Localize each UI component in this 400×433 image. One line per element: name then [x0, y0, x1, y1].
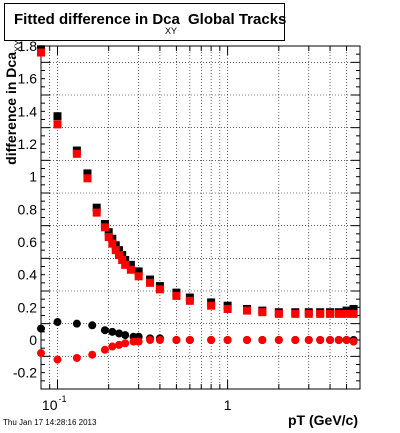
black-circle-point	[100, 326, 109, 335]
red-circle-point	[108, 342, 117, 351]
x-tick-label-exponent: -1	[58, 394, 66, 404]
red-circle-point	[349, 337, 358, 346]
red-square-point	[304, 309, 313, 318]
y-tick-label: -0.2	[13, 365, 37, 381]
red-square-point	[155, 285, 164, 294]
red-circle-point	[223, 336, 232, 344]
x-tick-label: 10	[42, 397, 58, 413]
red-circle-point	[121, 339, 130, 348]
black-circle-point	[37, 324, 45, 333]
red-square-point	[172, 291, 181, 300]
y-tick-label: 1.8	[18, 38, 38, 54]
black-circle-point	[115, 329, 124, 338]
red-square-point	[100, 223, 109, 232]
red-circle-point	[291, 336, 300, 344]
y-tick-label: 0.8	[18, 201, 38, 217]
red-circle-point	[304, 336, 313, 344]
red-square-point	[134, 272, 143, 281]
y-tick-label: 0.4	[18, 267, 38, 283]
y-axis-label: difference in Dca	[3, 52, 19, 165]
black-circle-point	[88, 321, 97, 330]
red-square-point	[111, 246, 120, 255]
red-circle-point	[88, 350, 97, 359]
red-square-point	[126, 265, 135, 274]
red-square-point	[37, 48, 45, 57]
black-square-point	[134, 267, 143, 276]
red-circle-point	[115, 340, 124, 349]
data-points	[37, 45, 358, 364]
red-square-point	[185, 296, 194, 305]
red-circle-point	[334, 336, 343, 344]
red-square-point	[118, 255, 127, 264]
red-circle-point	[342, 336, 351, 344]
black-square-point	[92, 203, 101, 212]
red-square-point	[207, 301, 216, 310]
black-square-point	[349, 304, 358, 313]
black-square-point	[83, 169, 92, 178]
red-circle-point	[207, 336, 216, 344]
black-square-point	[126, 260, 135, 269]
red-circle-point	[53, 355, 62, 364]
red-square-point	[53, 120, 62, 129]
timestamp: Thu Jan 17 14:28:16 2013	[3, 418, 97, 427]
y-tick-label: 1	[29, 169, 37, 185]
y-tick-label: 1.2	[18, 136, 38, 152]
red-square-point	[258, 308, 267, 317]
red-square-point	[72, 149, 81, 158]
red-square-point	[92, 208, 101, 217]
red-circle-point	[316, 336, 325, 344]
y-tick-label: 0.2	[18, 299, 38, 315]
y-tick-label: 1.4	[18, 103, 38, 119]
y-tick-label: 0.6	[18, 234, 38, 250]
black-circle-point	[72, 319, 81, 328]
grid-lines	[40, 46, 361, 390]
red-square-point	[316, 309, 325, 318]
black-square-point	[104, 228, 113, 237]
red-square-point	[342, 309, 351, 318]
y-tick-label: 0	[29, 332, 37, 348]
red-square-point	[104, 233, 113, 242]
black-square-point	[53, 112, 62, 121]
x-tick-label: 1	[224, 397, 232, 413]
red-circle-point	[134, 337, 143, 346]
red-square-point	[334, 309, 343, 318]
red-square-point	[121, 260, 130, 269]
red-square-point	[115, 251, 124, 260]
red-square-point	[223, 304, 232, 313]
red-square-point	[108, 239, 117, 248]
red-square-point	[274, 309, 283, 318]
red-square-point	[291, 309, 300, 318]
red-square-point	[146, 278, 155, 287]
red-circle-point	[274, 336, 283, 344]
red-square-point	[326, 309, 335, 318]
red-circle-point	[37, 349, 45, 358]
red-circle-point	[326, 336, 335, 344]
y-axis-label-subscript: XY	[13, 40, 23, 52]
red-circle-point	[242, 336, 251, 344]
red-square-point	[242, 306, 251, 315]
chart-title: Fitted difference in Dca	[14, 11, 180, 28]
red-circle-point	[146, 336, 155, 344]
black-circle-point	[108, 327, 117, 336]
axes: -0.2 0 0.2 0.4 0.6 0.8 1 1.2 1.4 1.6 1.8 10 -1 1 diffe…	[3, 38, 361, 413]
x-axis-label: pT (GeV/c)	[288, 412, 359, 428]
chart-title-box: Fitted difference in Dca XY Global Track…	[4, 3, 287, 41]
black-circle-point	[121, 331, 130, 340]
red-circle-point	[258, 336, 267, 344]
red-square-point	[83, 174, 92, 183]
y-tick-label: 1.6	[18, 71, 38, 87]
red-circle-point	[155, 336, 164, 344]
plot-frame	[40, 45, 361, 390]
red-circle-point	[185, 336, 194, 344]
black-circle-point	[53, 318, 62, 327]
red-circle-point	[100, 345, 109, 354]
chart-title-suffix: Global Tracks	[188, 11, 287, 28]
red-circle-point	[72, 353, 81, 362]
red-circle-point	[172, 336, 181, 344]
red-square-point	[349, 309, 358, 318]
chart-title-subscript: XY	[165, 26, 178, 36]
